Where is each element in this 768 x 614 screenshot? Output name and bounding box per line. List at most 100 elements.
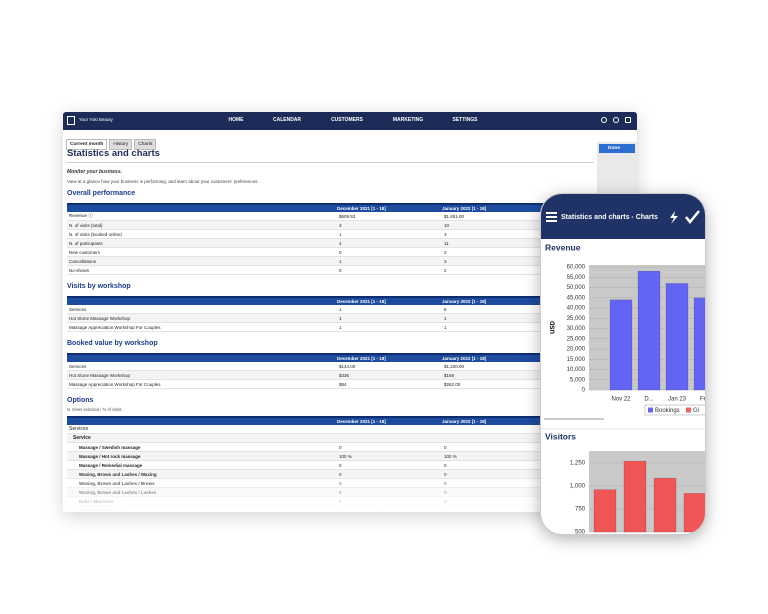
y-tick-label: 20,000 (567, 347, 586, 353)
bar (593, 489, 617, 533)
table-cell: $144.00 (337, 362, 442, 371)
data-table: December 2021 [1 - 18] January 2022 [1 - … (67, 203, 627, 275)
table-cell: 100 % (442, 451, 627, 461)
table-cell: 1 (442, 322, 627, 332)
y-tick-label: 55,000 (567, 275, 586, 281)
table-cell: Cancellations (67, 256, 337, 266)
table-cell: 2 (442, 265, 627, 275)
group-cell: Services (67, 425, 627, 434)
table-cell: 100 % (337, 451, 442, 461)
header-cell (67, 416, 337, 425)
help-icon[interactable] (613, 117, 619, 123)
flash-icon[interactable] (670, 211, 678, 224)
bar (683, 493, 705, 533)
header-cell (67, 203, 337, 212)
y-tick-label: 10,000 (567, 367, 586, 373)
tab[interactable]: History (109, 139, 133, 150)
table-cell: Services (67, 362, 337, 371)
header-cell: December 2021 [1 - 18] (337, 416, 442, 425)
legend-label: Gi (693, 408, 699, 414)
table-cell: 10 (442, 220, 627, 230)
y-tick-label: 30,000 (567, 326, 586, 332)
table-cell: N. of visits (total) (67, 220, 337, 230)
table-cell: $84 (337, 379, 442, 389)
user-icon[interactable] (601, 117, 607, 123)
table-cell: 0 (442, 460, 627, 470)
group-cell: Service (67, 433, 627, 443)
x-tick-label: Nov 22 (611, 397, 631, 403)
table-cell: Massage / Hot rock massage (67, 451, 337, 461)
subtitle: Monitor your business. (67, 169, 123, 175)
nav-item[interactable]: HOME (228, 117, 244, 123)
content: Statistics and charts Monitor your busin… (67, 148, 627, 512)
logo (67, 116, 75, 125)
table-row: Massage Appreciation Workshop For Couple… (67, 322, 627, 332)
header-cell: January 2022 [1 - 18] (442, 353, 627, 362)
header-row: December 2021 [1 - 18] January 2022 [1 - … (67, 203, 627, 212)
header-cell: December 2021 [1 - 18] (337, 296, 442, 305)
nav-item[interactable]: CUSTOMERS (331, 117, 363, 123)
table-cell: 1 (337, 322, 442, 332)
nav-item[interactable]: MARKETING (392, 117, 424, 123)
table-cell: 4 (337, 238, 442, 248)
header-row: December 2021 [1 - 18] January 2022 [1 - … (67, 353, 627, 362)
table-cell: Hot Stone Massage Workshop (67, 370, 337, 380)
description: View at a glance how your business is pe… (67, 179, 259, 184)
header-row: December 2021 [1 - 18] January 2022 [1 - … (67, 416, 627, 425)
y-tick-label: 45,000 (567, 295, 586, 301)
y-tick-label: 750 (575, 507, 586, 513)
y-tick-label: 0 (582, 388, 586, 394)
legend-swatch (648, 407, 653, 413)
data-table: December 2021 [1 - 18] January 2022 [1 - … (67, 296, 627, 332)
nav-item[interactable]: CALENDAR (272, 117, 302, 123)
phone-header (541, 194, 705, 239)
section-heading: Booked value by workshop (67, 340, 158, 347)
bar (665, 283, 689, 391)
table-cell: $169 (442, 370, 627, 380)
chart-heading: Visitors (545, 431, 576, 441)
bar (623, 460, 647, 533)
table-cell: 8 (442, 305, 627, 314)
menu-icon[interactable] (546, 212, 557, 222)
nav-item[interactable]: SETTINGS (452, 117, 478, 123)
table-row: N. of visits (total) 3 10 (67, 220, 627, 230)
header-cell: December 2021 [1 - 18] (337, 353, 442, 362)
x-tick-label: D... (644, 397, 654, 403)
bar (653, 477, 677, 533)
table-cell: $262.00 (442, 379, 627, 389)
group-row: Services (67, 425, 627, 434)
table-row: Hot Stone Massage Workshop 1 1 (67, 313, 627, 323)
table-cell: Massage Appreciation Workshop For Couple… (67, 379, 337, 389)
y-tick-label: 60,000 (567, 265, 586, 271)
legend-label: Bookings (655, 408, 680, 414)
table-cell: N. of visits (booked online) (67, 229, 337, 239)
top-bar: Your Yoki Beauty HOME CALENDAR CUSTOMERS MA… (63, 112, 637, 130)
header-cell (67, 353, 337, 362)
table-cell: $1,220.00 (442, 362, 627, 371)
header-cell: January 2022 [1 - 18] (442, 296, 627, 305)
table-row: Massage Appreciation Workshop For Couple… (67, 379, 627, 389)
table-cell: N. of participants (67, 238, 337, 248)
table-cell: Massage / Swedish massage (67, 442, 337, 452)
table-cell: 1 (337, 229, 442, 239)
tab[interactable]: Current month (66, 139, 108, 150)
tabs: Current month History Charts (66, 132, 158, 150)
table-cell: 11 (442, 238, 627, 248)
y-tick-label: 15,000 (567, 357, 586, 363)
table-cell: 3 (337, 220, 442, 230)
table-row: Revenue ⓘ $609.53 $1,651.00 (67, 212, 627, 221)
section-note: N. times selected / % of visits (67, 407, 122, 412)
table-cell: Massage / Remedial massage (67, 460, 337, 470)
header-row: December 2021 [1 - 18] January 2022 [1 - … (67, 296, 627, 305)
check-icon[interactable] (685, 210, 700, 224)
tab[interactable]: Charts (134, 139, 157, 150)
table-cell: $336 (337, 370, 442, 380)
x-tick-label: Feb (700, 397, 706, 403)
logout-icon[interactable] (625, 117, 631, 123)
legend-box (644, 404, 705, 416)
table-cell: 2 (442, 247, 627, 257)
done-button[interactable]: Done (599, 144, 635, 153)
phone-screen: Statistics and charts - Charts Revenue 0 5… (541, 194, 706, 535)
group-row: Service (67, 433, 627, 443)
y-tick-label: 500 (575, 530, 586, 535)
